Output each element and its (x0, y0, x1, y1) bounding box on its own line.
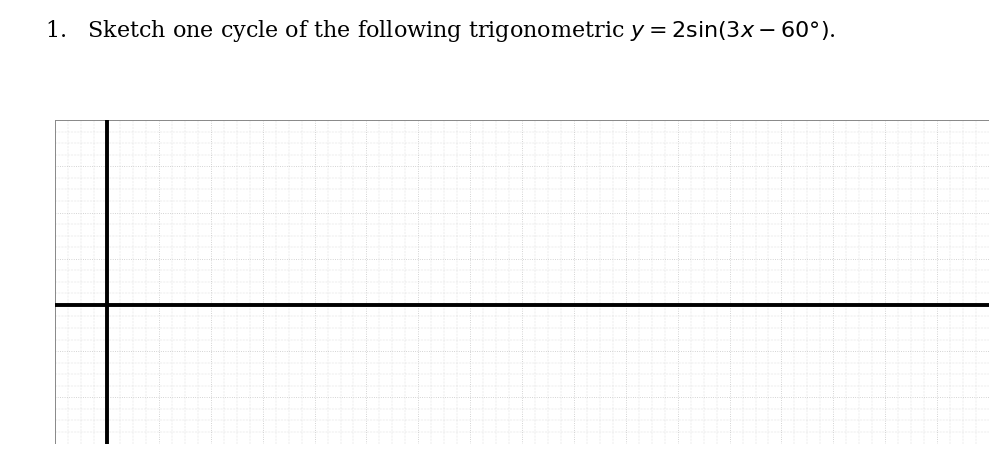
Text: 1.   Sketch one cycle of the following trigonometric $y = 2\sin(3x-60°)$.: 1. Sketch one cycle of the following tri… (45, 18, 835, 44)
